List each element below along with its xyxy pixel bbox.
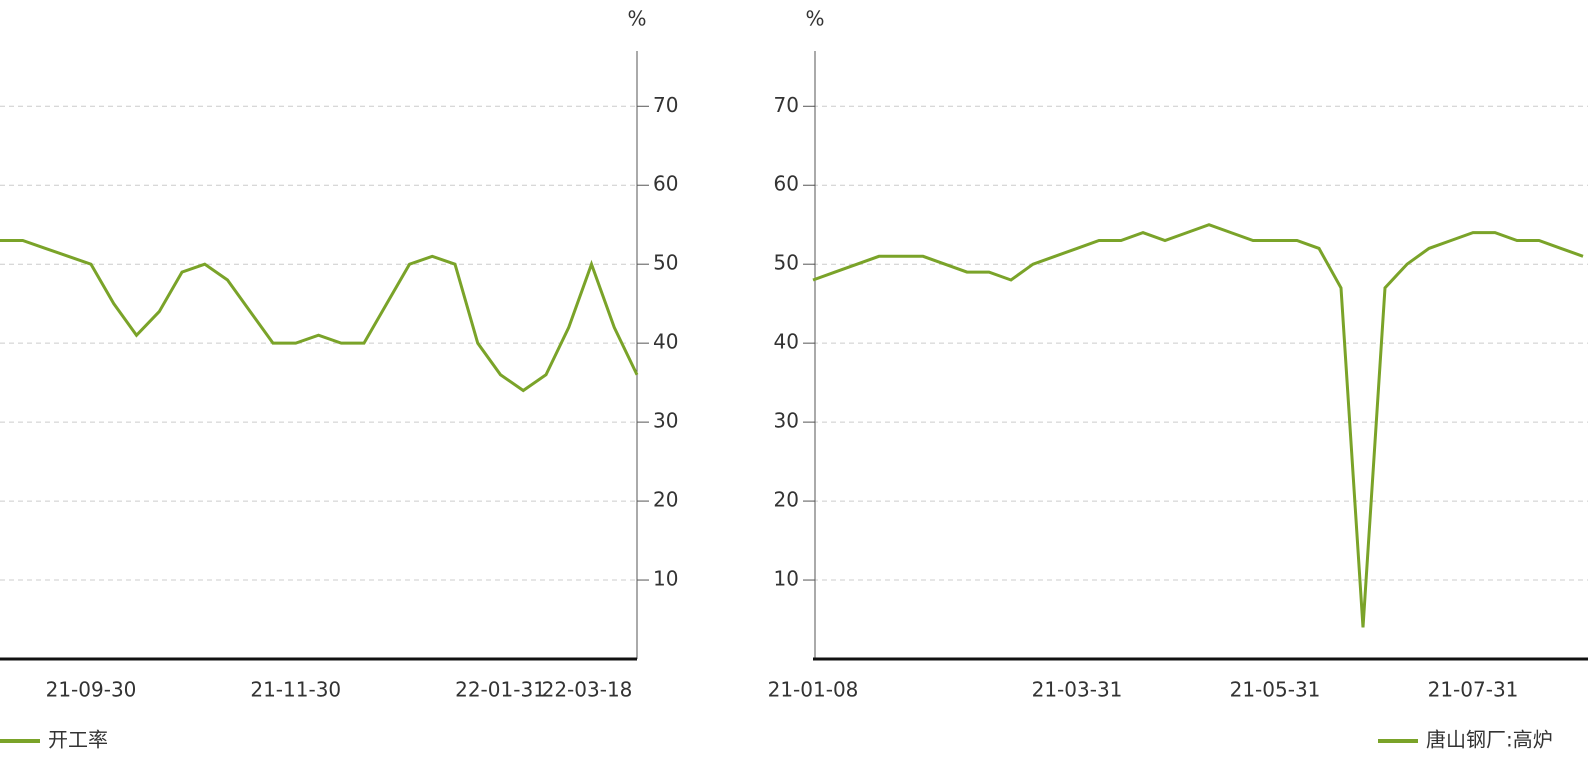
x-tick-label: 21-11-30 [250, 678, 341, 702]
x-tick-label: 22-01-31 [455, 678, 546, 702]
y-tick-label: 20 [653, 488, 678, 512]
line-series [812, 223, 1584, 628]
y-tick-label: 70 [774, 93, 799, 117]
line-series [0, 239, 639, 393]
legend-label: 开工率 [48, 728, 108, 752]
y-tick-label: 30 [774, 409, 799, 433]
legend-label: 唐山钢厂:高炉 [1426, 728, 1553, 752]
x-tick-label: 21-03-31 [1032, 678, 1123, 702]
x-tick-label: 21-05-31 [1230, 678, 1321, 702]
y-tick-label: 60 [653, 172, 678, 196]
y-tick-label: 70 [653, 93, 678, 117]
x-tick-label: 21-07-31 [1428, 678, 1519, 702]
x-tick-label: 21-09-30 [46, 678, 137, 702]
unit-label: % [627, 7, 646, 31]
y-tick-label: 60 [774, 172, 799, 196]
y-tick-label: 40 [653, 330, 678, 354]
unit-label: % [805, 7, 824, 31]
y-tick-label: 10 [774, 567, 799, 591]
y-tick-label: 20 [774, 488, 799, 512]
y-tick-label: 50 [653, 251, 678, 275]
x-tick-label: 21-01-08 [768, 678, 859, 702]
y-tick-label: 40 [774, 330, 799, 354]
y-tick-label: 30 [653, 409, 678, 433]
y-tick-label: 10 [653, 567, 678, 591]
y-tick-label: 50 [774, 251, 799, 275]
x-tick-label: 22-03-18 [542, 678, 633, 702]
